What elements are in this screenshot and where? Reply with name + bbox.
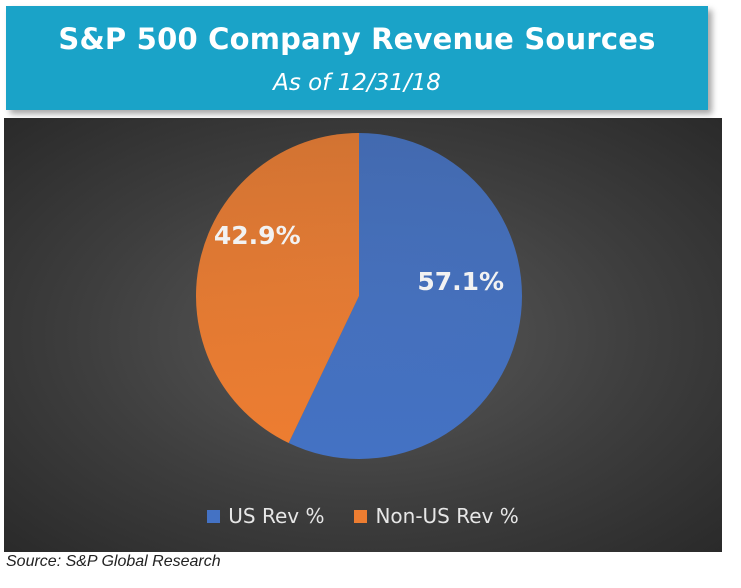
pie-chart: 57.1% 42.9% [196,133,523,459]
legend-item-us: US Rev % [207,504,324,528]
legend-item-non-us: Non-US Rev % [354,504,519,528]
legend-label-non-us: Non-US Rev % [375,504,519,528]
pie-slice-non-us [196,133,359,444]
slice-label-non-us: 42.9% [214,221,301,250]
pie-slice-us [288,133,523,459]
legend-label-us: US Rev % [228,504,325,528]
chart-title: S&P 500 Company Revenue Sources [58,22,656,56]
chart-panel: 57.1% 42.9% US Rev % Non-US Rev % [4,118,722,552]
chart-subtitle: As of 12/31/18 [273,70,441,96]
chart-legend: US Rev % Non-US Rev % [4,504,722,528]
slice-label-us: 57.1% [417,267,504,296]
title-banner: S&P 500 Company Revenue Sources As of 12… [6,6,708,110]
legend-swatch-non-us [354,509,368,523]
source-note: Source: S&P Global Research [6,553,221,570]
legend-swatch-us [207,509,221,523]
